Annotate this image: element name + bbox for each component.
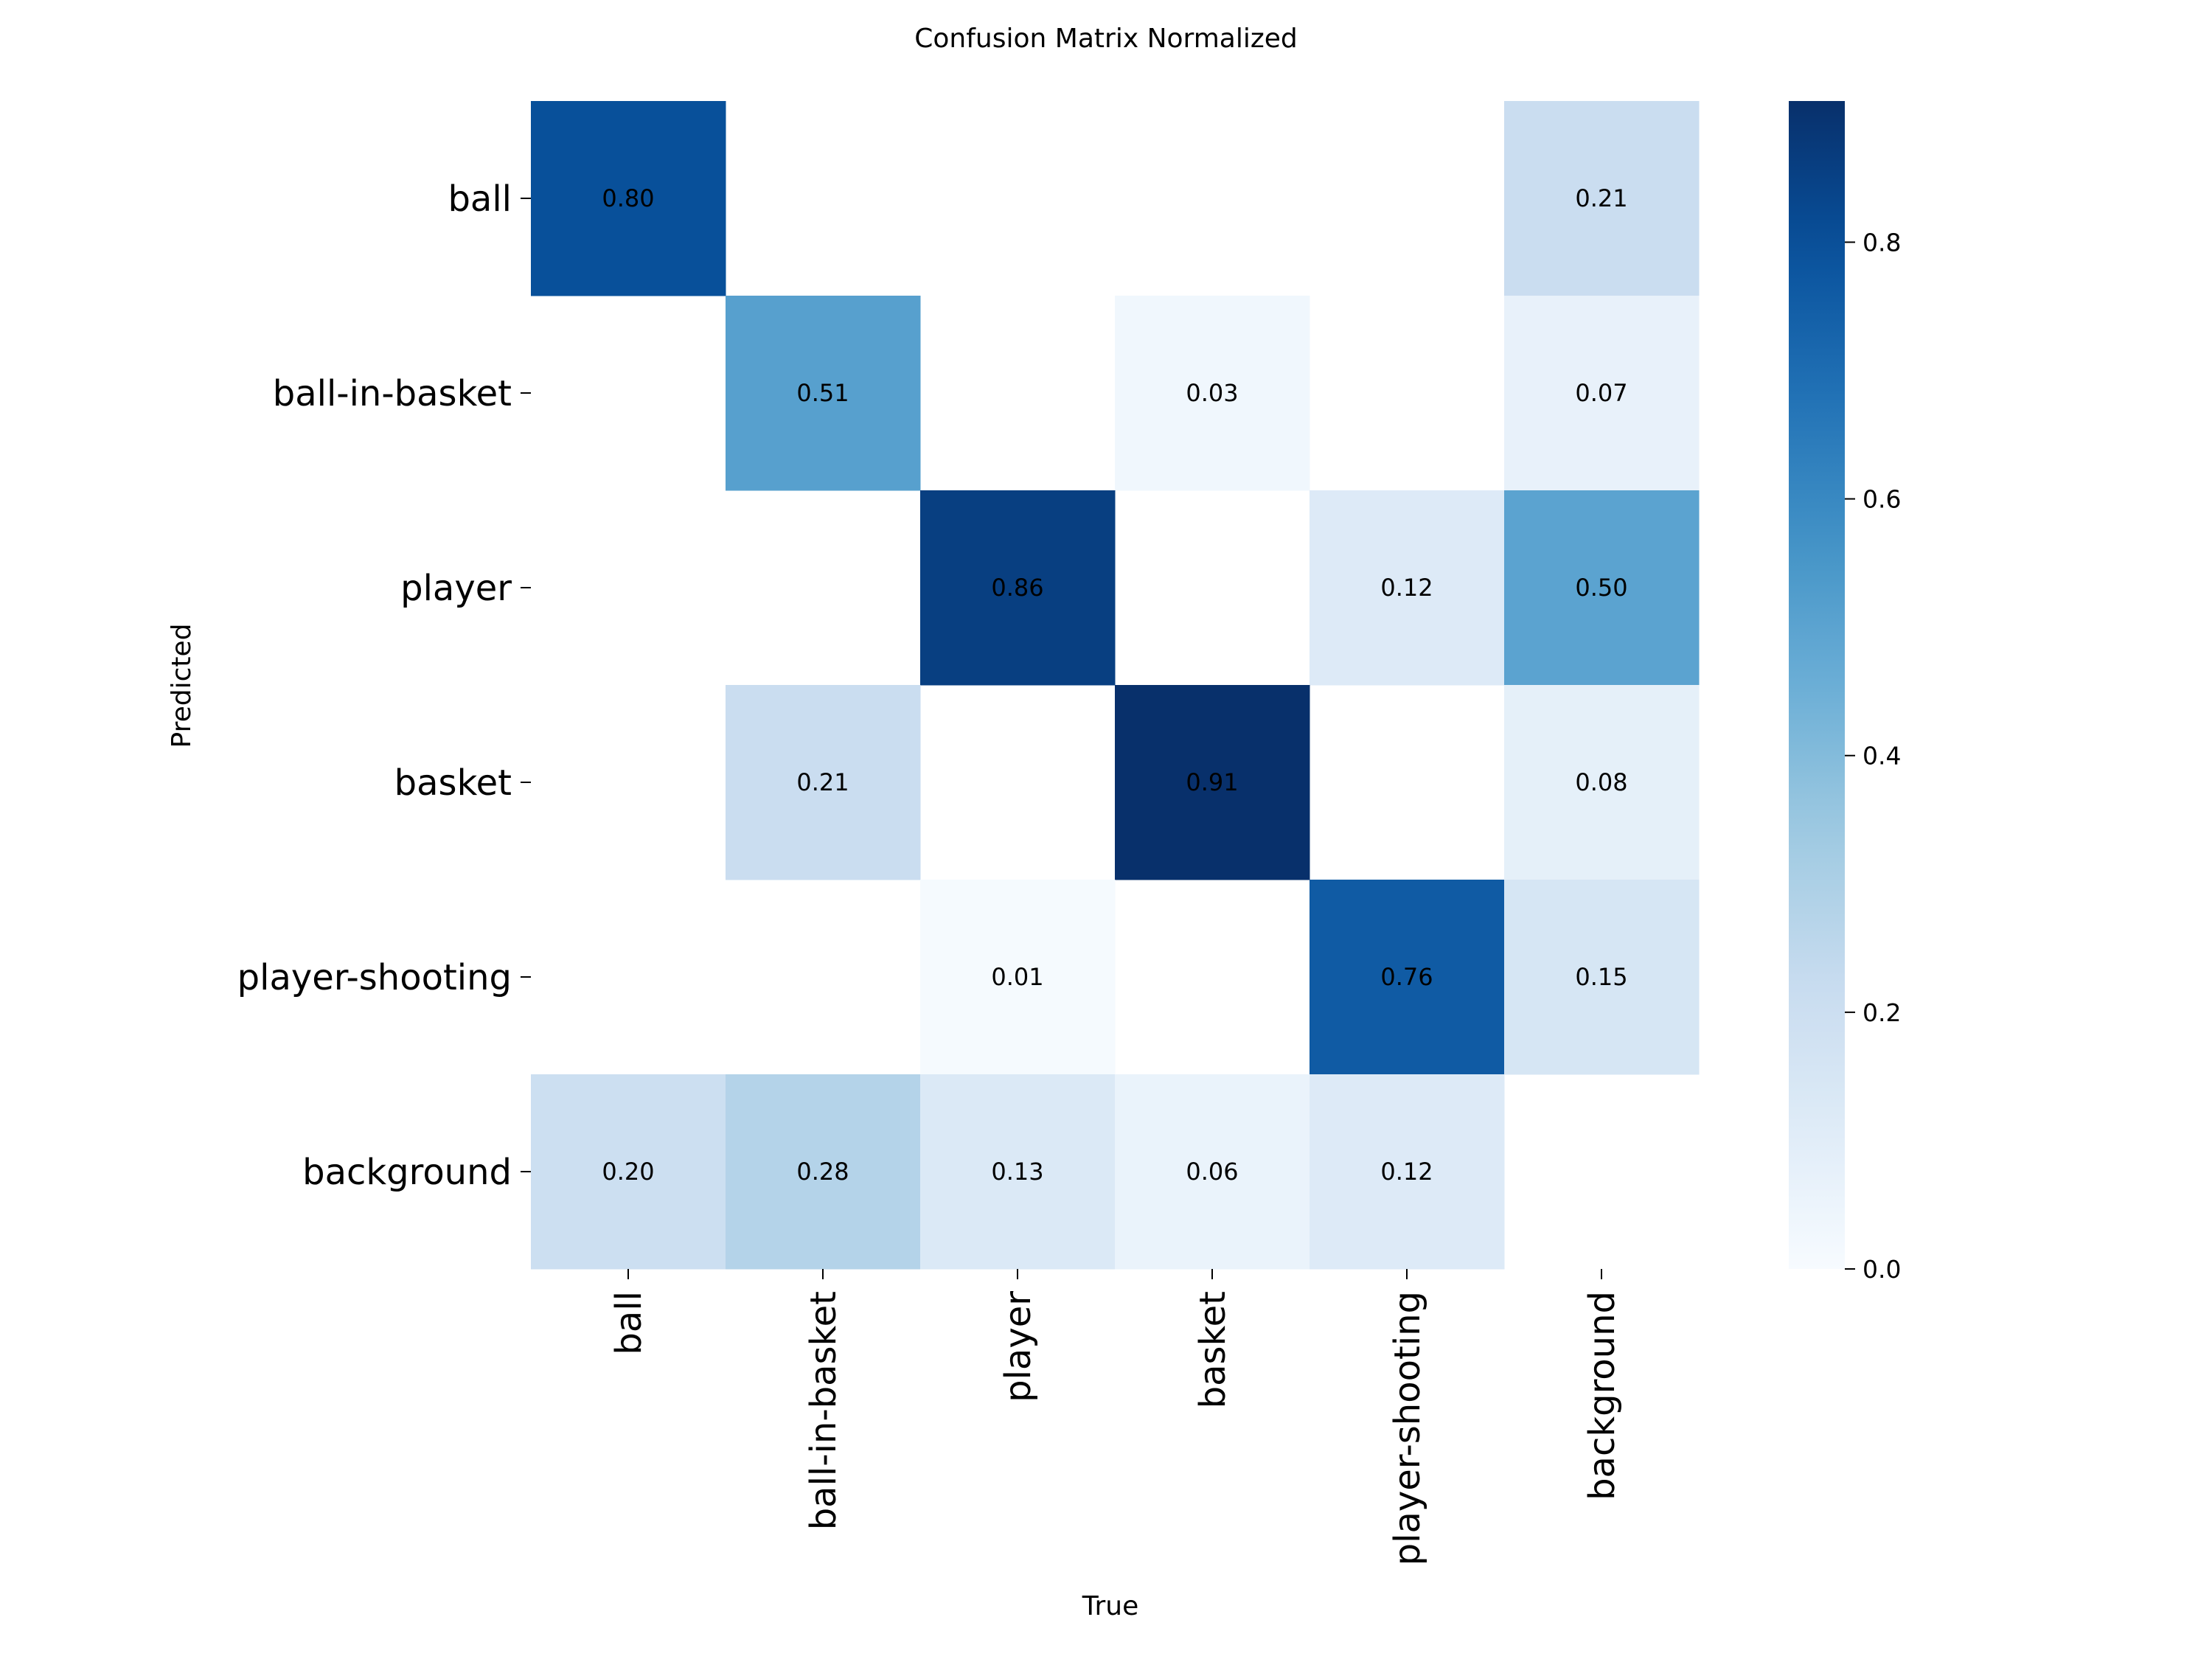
cell-value-label: 0.80 (602, 184, 654, 212)
heatmap-cell (1310, 1074, 1505, 1270)
cell-value-label: 0.51 (796, 379, 849, 407)
cell-value-label: 0.07 (1575, 379, 1627, 407)
heatmap-cell (1504, 101, 1700, 296)
y-tick-label: basket (394, 762, 512, 804)
cell-value-label: 0.08 (1575, 768, 1627, 796)
cell-value-label: 0.91 (1186, 768, 1238, 796)
x-tick-label: ball (608, 1291, 650, 1355)
heatmap-cell (726, 685, 921, 880)
heatmap-cell (920, 880, 1116, 1075)
y-tick-label: player (400, 568, 512, 609)
cell-value-label: 0.21 (796, 768, 849, 796)
x-axis-label: True (1082, 1591, 1138, 1621)
cell-value-label: 0.28 (796, 1158, 849, 1186)
heatmap-cell (1115, 1074, 1310, 1270)
colorbar-tick-label: 0.0 (1863, 1255, 1901, 1284)
colorbar-tick-label: 0.2 (1863, 998, 1901, 1027)
heatmap-cell (1504, 490, 1700, 686)
cell-value-label: 0.86 (991, 574, 1043, 602)
heatmap-cells (531, 101, 1700, 1270)
y-tick-label: background (302, 1152, 512, 1193)
heatmap-cell (531, 1074, 726, 1270)
colorbar-tick-label: 0.4 (1863, 742, 1901, 771)
heatmap-cell (920, 490, 1116, 686)
colorbar-tick-label: 0.6 (1863, 485, 1901, 514)
heatmap-cell (1504, 685, 1700, 880)
heatmap-cell (726, 296, 921, 491)
colorbar: 0.0 0.2 0.4 0.6 0.8 (1789, 101, 1901, 1284)
x-tick-label: player (998, 1291, 1039, 1402)
x-tick-label: player-shooting (1387, 1291, 1428, 1565)
heatmap-cell (531, 101, 726, 296)
y-tick-label: ball-in-basket (273, 373, 512, 414)
cell-value-label: 0.13 (991, 1158, 1043, 1186)
cell-value-label: 0.03 (1186, 379, 1238, 407)
cell-value-label: 0.20 (602, 1158, 654, 1186)
y-axis-label: Predicted (167, 624, 197, 748)
heatmap-cell-labels: 0.80 0.21 0.51 0.03 0.07 0.86 0.12 0.50 0.21 0.91… (602, 184, 1627, 1186)
heatmap-cell (1504, 296, 1700, 491)
colorbar-gradient (1789, 101, 1845, 1269)
cell-value-label: 0.15 (1575, 963, 1627, 991)
chart-title: Confusion Matrix Normalized (914, 24, 1297, 54)
cell-value-label: 0.12 (1380, 1158, 1433, 1186)
heatmap-cell (726, 1074, 921, 1270)
cell-value-label: 0.12 (1380, 574, 1433, 602)
cell-value-label: 0.50 (1575, 574, 1627, 602)
heatmap-cell (920, 1074, 1116, 1270)
heatmap-cell (1310, 490, 1505, 686)
y-tick-label: player-shooting (237, 957, 512, 998)
heatmap-cell (1115, 296, 1310, 491)
x-tick-label: ball-in-basket (803, 1291, 844, 1530)
heatmap-cell (1310, 880, 1505, 1075)
y-axis: ball ball-in-basket player basket player-sho… (237, 178, 531, 1193)
x-tick-label: background (1582, 1291, 1623, 1500)
cell-value-label: 0.06 (1186, 1158, 1238, 1186)
cell-value-label: 0.21 (1575, 184, 1627, 212)
cell-value-label: 0.01 (991, 963, 1043, 991)
colorbar-tick-label: 0.8 (1863, 228, 1901, 257)
heatmap-cell (1115, 685, 1310, 880)
x-axis: ball ball-in-basket player basket player-sho… (608, 1269, 1623, 1565)
y-tick-label: ball (448, 178, 512, 220)
cell-value-label: 0.76 (1380, 963, 1433, 991)
x-tick-label: basket (1192, 1291, 1234, 1408)
heatmap-cell (1504, 880, 1700, 1075)
